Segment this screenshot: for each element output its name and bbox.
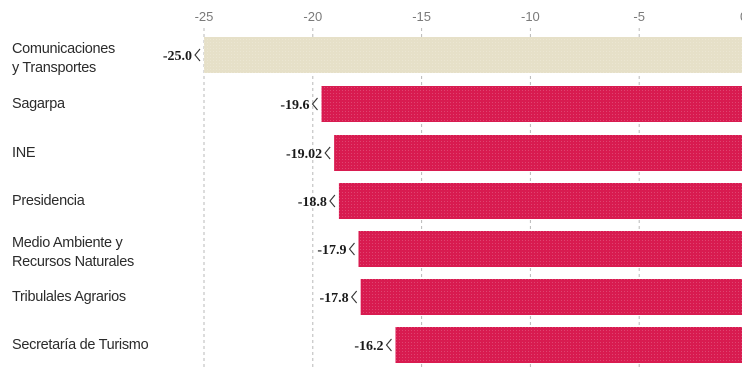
chevron-marker-icon — [311, 97, 318, 111]
value-label: -17.9 — [317, 243, 346, 258]
value-labels: -25.0 -19.6 -19.02 -18.8 -17.9 -17.8 -16.2 — [163, 48, 392, 354]
value-label: -19.02 — [286, 147, 322, 162]
chevron-marker-icon — [385, 338, 392, 352]
chevron-marker-icon — [194, 48, 201, 62]
bar-texture — [338, 183, 742, 219]
value-label: -16.2 — [354, 339, 383, 354]
chevron-marker-icon — [324, 146, 331, 160]
x-tick-label: -25 — [195, 9, 214, 24]
x-tick-label: -10 — [521, 9, 540, 24]
bar-texture — [360, 279, 742, 315]
x-tick-label: 0 — [740, 9, 742, 24]
bar-texture — [358, 231, 742, 267]
bar-texture — [334, 135, 742, 171]
bar-texture — [321, 86, 742, 122]
category-labels: Comunicaciones y Transportes Sagarpa INE Pre… — [12, 41, 149, 353]
category-label: y Transportes — [12, 60, 96, 76]
category-label: Comunicaciones — [12, 41, 115, 57]
chevron-marker-icon — [350, 290, 358, 304]
category-label: Recursos Naturales — [12, 254, 134, 270]
value-label: -17.8 — [320, 291, 349, 306]
category-label: INE — [12, 145, 36, 161]
x-tick-label: -5 — [633, 9, 645, 24]
category-label: Medio Ambiente y — [12, 235, 124, 251]
value-label: -18.8 — [298, 195, 327, 210]
bar-texture — [204, 37, 742, 73]
category-label: Sagarpa — [12, 96, 66, 112]
category-label: Tribulales Agrarios — [12, 289, 126, 305]
bar-texture — [395, 327, 742, 363]
chevron-marker-icon — [329, 194, 336, 208]
category-label: Presidencia — [12, 193, 86, 209]
x-tick-label: -15 — [412, 9, 431, 24]
value-label: -25.0 — [163, 49, 192, 64]
category-label: Secretaría de Turismo — [12, 337, 149, 353]
x-tick-label: -20 — [303, 9, 322, 24]
chevron-marker-icon — [348, 242, 355, 256]
value-label: -19.6 — [280, 98, 309, 113]
bars — [204, 37, 742, 363]
x-axis-ticks: -25 -20 -15 -10 -5 0 — [195, 9, 742, 24]
